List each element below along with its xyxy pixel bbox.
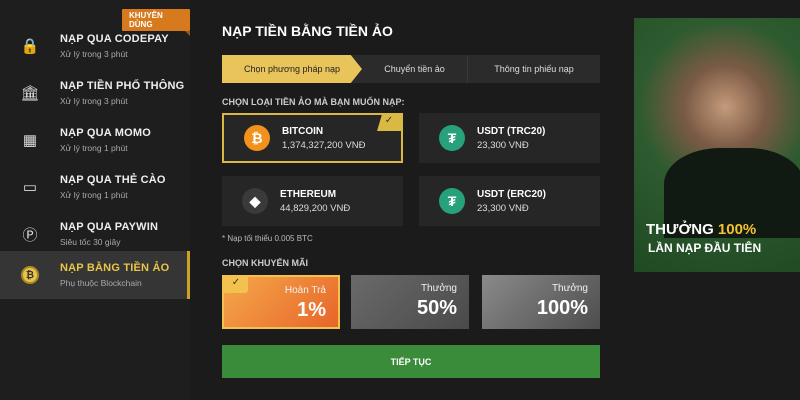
tether-icon: ₮ (439, 188, 465, 214)
promo-bonus-50[interactable]: Thưởng 50% (351, 275, 469, 329)
sidebar-item-crypto[interactable]: ₿ NẠP BẰNG TIỀN ẢO Phụ thuộc Blockchain (0, 251, 190, 299)
tether-icon: ₮ (439, 125, 465, 151)
sidebar-item-card[interactable]: ▭ NẠP QUA THẺ CÀO Xử lý trong 1 phút (0, 163, 190, 211)
promo-banner[interactable]: THƯỞNG 100% LẦN NẠP ĐẦU TIÊN (634, 18, 800, 272)
promo-bonus-100[interactable]: Thưởng 100% (482, 275, 600, 329)
momo-icon: ▦ (22, 132, 38, 149)
bitcoin-icon: ₿ (21, 266, 39, 284)
paywin-icon: Ⓟ (22, 226, 38, 244)
recommended-badge: KHUYÊN DÙNG (122, 9, 190, 36)
coin-ethereum[interactable]: ◆ ETHEREUM 44,829,200 VNĐ (222, 176, 403, 226)
continue-button[interactable]: TIẾP TỤC (222, 345, 600, 378)
coin-label: CHỌN LOẠI TIỀN ẢO MÀ BẠN MUỐN NẠP: (222, 97, 405, 107)
promo-cashback[interactable]: ✓ Hoàn Trả 1% (222, 275, 340, 329)
banner-subline: LẦN NẠP ĐẦU TIÊN (648, 241, 762, 255)
coin-bitcoin[interactable]: ₿ BITCOIN 1,374,327,200 VNĐ ✓ (222, 113, 403, 163)
coin-usdt-erc20[interactable]: ₮ USDT (ERC20) 23,300 VNĐ (419, 176, 600, 226)
check-icon: ✓ (377, 115, 401, 131)
check-icon: ✓ (224, 277, 248, 293)
banner-headline: THƯỞNG 100% (646, 221, 757, 238)
step-choose-method: Chọn phương pháp nạp (222, 55, 362, 83)
bank-icon: 🏛 (20, 85, 40, 102)
page-title: NẠP TIỀN BẰNG TIỀN ẢO (222, 23, 393, 39)
step-transfer: Chuyển tiền ảo (384, 64, 445, 74)
sidebar: KHUYÊN DÙNG 🔒 NẠP QUA CODEPAY Xử lý trong … (0, 0, 190, 400)
coin-usdt-trc20[interactable]: ₮ USDT (TRC20) 23,300 VNĐ (419, 113, 600, 163)
sidebar-item-codepay[interactable]: 🔒 NẠP QUA CODEPAY Xử lý trong 3 phút (0, 22, 190, 70)
step-info: Thông tin phiếu nạp (467, 55, 600, 83)
card-icon: ▭ (22, 179, 38, 196)
lock-icon: 🔒 (20, 38, 40, 55)
promo-label: CHỌN KHUYẾN MÃI (222, 258, 309, 268)
sidebar-item-paywin[interactable]: Ⓟ NẠP QUA PAYWIN Siêu tốc 30 giây (0, 210, 190, 258)
min-deposit-note: * Nạp tối thiểu 0.005 BTC (222, 234, 313, 243)
sidebar-item-momo[interactable]: ▦ NẠP QUA MOMO Xử lý trong 1 phút (0, 116, 190, 164)
bitcoin-icon: ₿ (244, 125, 270, 151)
ethereum-icon: ◆ (242, 188, 268, 214)
sidebar-item-bank[interactable]: 🏛 NẠP TIỀN PHỔ THÔNG Xử lý trong 3 phút (0, 69, 190, 117)
banner-image (664, 148, 800, 238)
stepper: Chọn phương pháp nạp Chuyển tiền ảo Thôn… (222, 55, 600, 83)
